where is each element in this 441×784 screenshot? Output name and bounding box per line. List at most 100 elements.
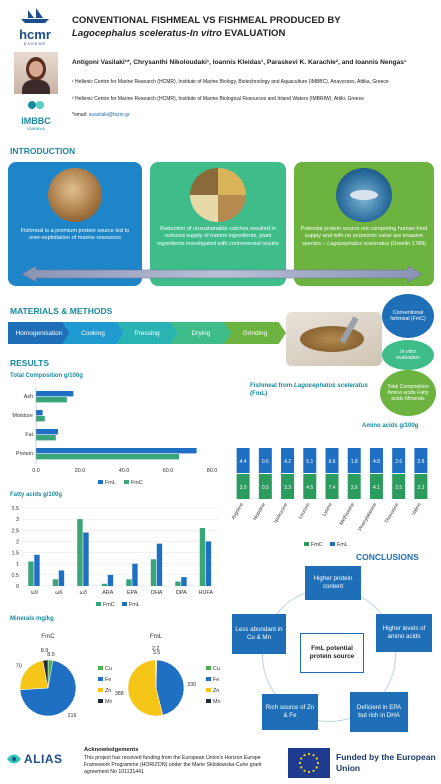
ingredients-photo: [190, 168, 246, 222]
pie-value-label: 8.5: [47, 652, 55, 658]
aa-value-label: 3.0: [240, 485, 247, 491]
minerals-fml-pie: FmL 3.5 330 388 2.2 Cu Fe Zn Mn: [115, 633, 221, 717]
ack-text: This project has received funding from t…: [84, 755, 262, 775]
aa-value-label: 0.6: [262, 459, 269, 465]
alias-logo-text: ALIAS: [24, 752, 63, 766]
email-link[interactable]: avasilaki@hcmr.gr: [88, 112, 130, 118]
author-photo: [14, 52, 58, 94]
conclusions-center: FmL potential protein source: [300, 633, 364, 673]
fa-tick-label: 0: [16, 584, 19, 590]
pie-legend-label: Mn: [213, 699, 221, 705]
eu-star: [300, 757, 303, 760]
fa-bar-fmc: [77, 519, 83, 586]
fa-bar-fml: [181, 577, 187, 586]
aa-bar-fml: [347, 448, 361, 473]
tc-tick-label: 20.0: [75, 468, 86, 474]
fa-legend-swatch: [96, 602, 101, 606]
aa-title: Amino acids g/100g: [362, 423, 419, 429]
pie-title: FmC: [41, 633, 55, 640]
intro-card-3: Potential protein source not competing h…: [294, 162, 434, 286]
fa-bar-fml: [83, 532, 89, 586]
minerals-fmc-pie: FmC 8.5 216 70 8.9 Cu Fe Zn Mn: [16, 633, 112, 719]
hcmr-logo-sub: ΕΛΚΕΘΕ: [23, 41, 47, 46]
fa-category-label: ω6: [55, 590, 62, 596]
pie-value-label: 70: [16, 663, 22, 669]
alias-logo: ALIAS: [6, 752, 63, 766]
fa-tick-label: 2.5: [12, 528, 20, 534]
tc-bar-fml: [36, 429, 58, 435]
step-cooking: Cooking: [62, 322, 124, 344]
pie-slice-fe: [155, 659, 185, 716]
aa-bar-fmc: [392, 474, 406, 499]
pie-slice-zn: [19, 660, 49, 691]
affiliation-2: ² Hellenic Centre for Marine Research (H…: [72, 96, 364, 102]
aa-value-label: 5.1: [306, 459, 313, 465]
pie-slice-zn: [127, 659, 164, 717]
tc-category-label: Ash: [24, 394, 33, 400]
in-vitro-evaluation: evaluation: [396, 355, 420, 361]
fa-category-label: ω9: [31, 590, 38, 596]
tc-tick-label: 0.0: [32, 468, 40, 474]
fatty-acids-chart: 0 0.5 1 1.5 2 2.5 3 3.5 ω9 ω6 ω3 ARA EPA DHA DPA HUFA Fm…: [12, 506, 218, 608]
aa-value-label: 3.3: [417, 485, 424, 491]
eu-star: [303, 769, 306, 772]
results-heading: RESULTS: [10, 358, 50, 368]
methods-heading: MATERIALS & METHODS: [10, 306, 113, 316]
imbbc-logo: IMBBC ΙΘΑΒΒΧΑ: [14, 98, 58, 131]
aa-bar-fmc: [258, 474, 272, 499]
alias-mark-icon: [7, 754, 21, 764]
aa-category-label: Histidine: [252, 502, 267, 522]
aa-bar-fmc: [236, 474, 250, 499]
circle-parameters: Total Composition Amino acids Fatty acid…: [380, 370, 436, 416]
eu-star: [315, 757, 318, 760]
pie-legend-swatch: [98, 666, 103, 670]
eu-star: [307, 752, 311, 756]
conclusion-zn-fe: Rich source of Zn & Fe: [262, 694, 318, 730]
intro-heading: INTRODUCTION: [10, 146, 76, 156]
fa-category-label: ARA: [102, 590, 113, 596]
aa-bar-fml: [303, 448, 317, 473]
intro-card-2: Reduction of unsustainable catches resul…: [150, 162, 286, 286]
fa-tick-label: 1.5: [12, 551, 20, 557]
aa-category-label: Isoleucine: [273, 502, 290, 525]
tc-bar-fml: [36, 448, 197, 454]
conclusion-epa-dha: Deficient in EPA but rich in DHA: [350, 692, 408, 732]
email-label: *email:: [72, 112, 89, 118]
aa-category-label: Valine: [411, 502, 423, 517]
fa-bar-fml: [107, 574, 114, 586]
intro-card-1: Fishmeal is a premium protein source led…: [8, 162, 142, 286]
eu-star: [315, 766, 318, 769]
circle-fmc: Conventional fishmeal (FmC): [382, 294, 434, 338]
aa-category-label: Leucine: [298, 502, 312, 520]
hcmr-logo-text: hcmr: [19, 27, 51, 42]
fa-category-label: ω3: [80, 590, 87, 596]
aa-bar-fml: [258, 448, 272, 473]
aa-value-label: 4.2: [284, 459, 291, 465]
tc-category-label: Protein: [16, 451, 33, 457]
tc-bar-fmc: [36, 435, 56, 441]
step-drying: Drying: [170, 322, 232, 344]
aa-value-label: 9.6: [329, 459, 336, 465]
pie-legend-swatch: [98, 677, 103, 681]
fishmeal-dish-photo: [286, 312, 382, 366]
tc-legend-label: FmC: [131, 480, 143, 486]
aa-bar-fmc: [414, 474, 428, 499]
aa-bar-fmc: [369, 474, 383, 499]
email-line: *email: avasilaki@hcmr.gr: [72, 112, 130, 118]
pie-value-label: 330: [187, 682, 196, 688]
fishmeal-photo: [48, 168, 102, 222]
pie-legend-swatch: [206, 688, 211, 692]
pie-value-label: 2.2: [152, 646, 160, 652]
min-title: Minerals mg/kg: [10, 616, 54, 622]
intro-card-3-text: Potential protein source not competing h…: [300, 226, 428, 248]
pie-slice-mn: [155, 659, 157, 689]
fa-bar-fmc: [199, 528, 206, 586]
aa-bar-fml: [281, 448, 295, 473]
fa-category-label: DHA: [151, 590, 163, 596]
pie-legend-label: Cu: [213, 666, 220, 672]
aa-bar-fml: [392, 448, 406, 473]
aa-bar-fmc: [281, 474, 295, 499]
tc-tick-label: 60.0: [163, 468, 174, 474]
hcmr-logo: hcmr ΕΛΚΕΘΕ: [10, 8, 60, 48]
tc-bar-fmc: [36, 416, 45, 422]
